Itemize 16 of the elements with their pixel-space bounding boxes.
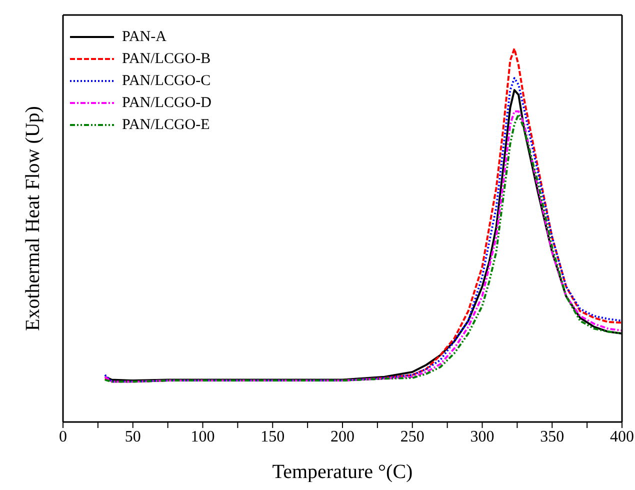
x-tick-label: 150	[260, 428, 285, 446]
x-tick-label: 250	[400, 428, 424, 446]
x-tick-label: 400	[610, 428, 634, 446]
legend-label: PAN/LCGO-D	[122, 94, 212, 112]
legend-label: PAN/LCGO-B	[122, 50, 211, 68]
legend-label: PAN/LCGO-E	[122, 116, 210, 134]
x-tick-label: 0	[59, 428, 67, 446]
x-tick-label: 300	[470, 428, 494, 446]
x-tick-label: 100	[190, 428, 215, 446]
y-axis-title: Exothermal Heat Flow (Up)	[22, 106, 44, 331]
legend-label: PAN/LCGO-C	[122, 72, 211, 90]
x-tick-label: 350	[540, 428, 564, 446]
x-tick-label: 200	[330, 428, 354, 446]
x-axis-title: Temperature °(C)	[272, 461, 413, 483]
legend-label: PAN-A	[122, 28, 166, 46]
x-tick-label: 50	[124, 428, 141, 446]
